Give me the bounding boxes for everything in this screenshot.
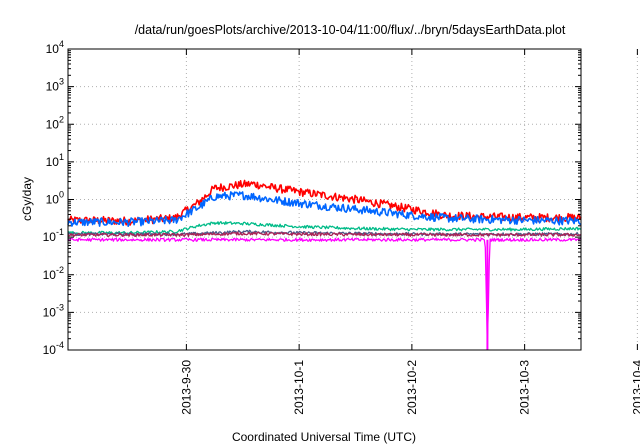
x-axis-label: Coordinated Universal Time (UTC) <box>232 430 416 444</box>
y-tick-labels: 10-4 10-3 10-2 10-1 100 101 102 103 104 <box>43 39 64 357</box>
x-tick-label: 2013-9-30 <box>179 360 193 415</box>
y-tick-label: 100 <box>46 190 64 207</box>
x-tick-label: 2013-10-3 <box>518 360 532 415</box>
x-tick-label: 2013-10-4 <box>630 360 640 415</box>
y-tick-label: 103 <box>46 77 64 94</box>
y-tick-label: 104 <box>46 39 64 56</box>
series-line <box>67 220 582 235</box>
chart-title: /data/run/goesPlots/archive/2013-10-04/1… <box>135 23 566 37</box>
x-tick-label: 2013-10-2 <box>405 360 419 415</box>
series-line <box>67 231 582 237</box>
y-tick-label: 10-4 <box>43 340 64 357</box>
y-axis-label: cGy/day <box>20 177 34 221</box>
x-tick-label: 2013-10-1 <box>292 360 306 415</box>
series-line <box>67 237 582 343</box>
y-tick-label: 10-3 <box>43 302 64 319</box>
tick-marks <box>68 48 638 351</box>
series-line <box>67 191 582 227</box>
grid <box>68 49 638 350</box>
series-layer <box>67 179 582 350</box>
y-tick-label: 102 <box>46 114 64 131</box>
y-tick-label: 10-2 <box>43 265 64 282</box>
y-tick-label: 10-1 <box>43 227 64 244</box>
x-tick-labels: 2013-9-30 2013-10-1 2013-10-2 2013-10-3 2013… <box>179 360 640 415</box>
y-tick-label: 101 <box>46 152 64 169</box>
